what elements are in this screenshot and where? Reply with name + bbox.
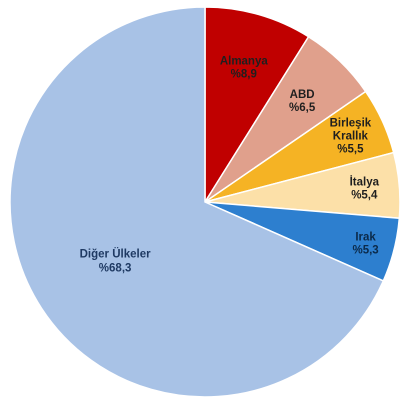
pie-value-label-irak: %5,3: [352, 245, 378, 257]
pie-name-label-irak: Irak: [355, 232, 376, 244]
pie-slices: [9, 6, 400, 398]
pie-value-label-diger-ulkeler: %68,3: [99, 263, 132, 275]
pie-name-label-abd: ABD: [290, 89, 315, 101]
pie-value-label-almanya: %8,9: [231, 69, 257, 81]
pie-value-label-birlesik-krallik: %5,5: [337, 143, 364, 155]
pie-name-label-birlesik-krallik: Krallık: [333, 130, 369, 142]
pie-name-label-birlesik-krallik: Birleşik: [330, 117, 372, 129]
pie-name-label-almanya: Almanya: [220, 56, 269, 68]
pie-value-label-i-talya: %5,4: [351, 190, 378, 202]
pie-slice-diger-ulkeler: [9, 6, 385, 398]
pie-slice-almanya: [204, 6, 310, 205]
pie-value-label-abd: %6,5: [289, 102, 316, 114]
pie-name-label-i-talya: İtalya: [350, 176, 380, 189]
pie-name-label-diger-ulkeler: Diğer Ülkeler: [80, 248, 151, 261]
